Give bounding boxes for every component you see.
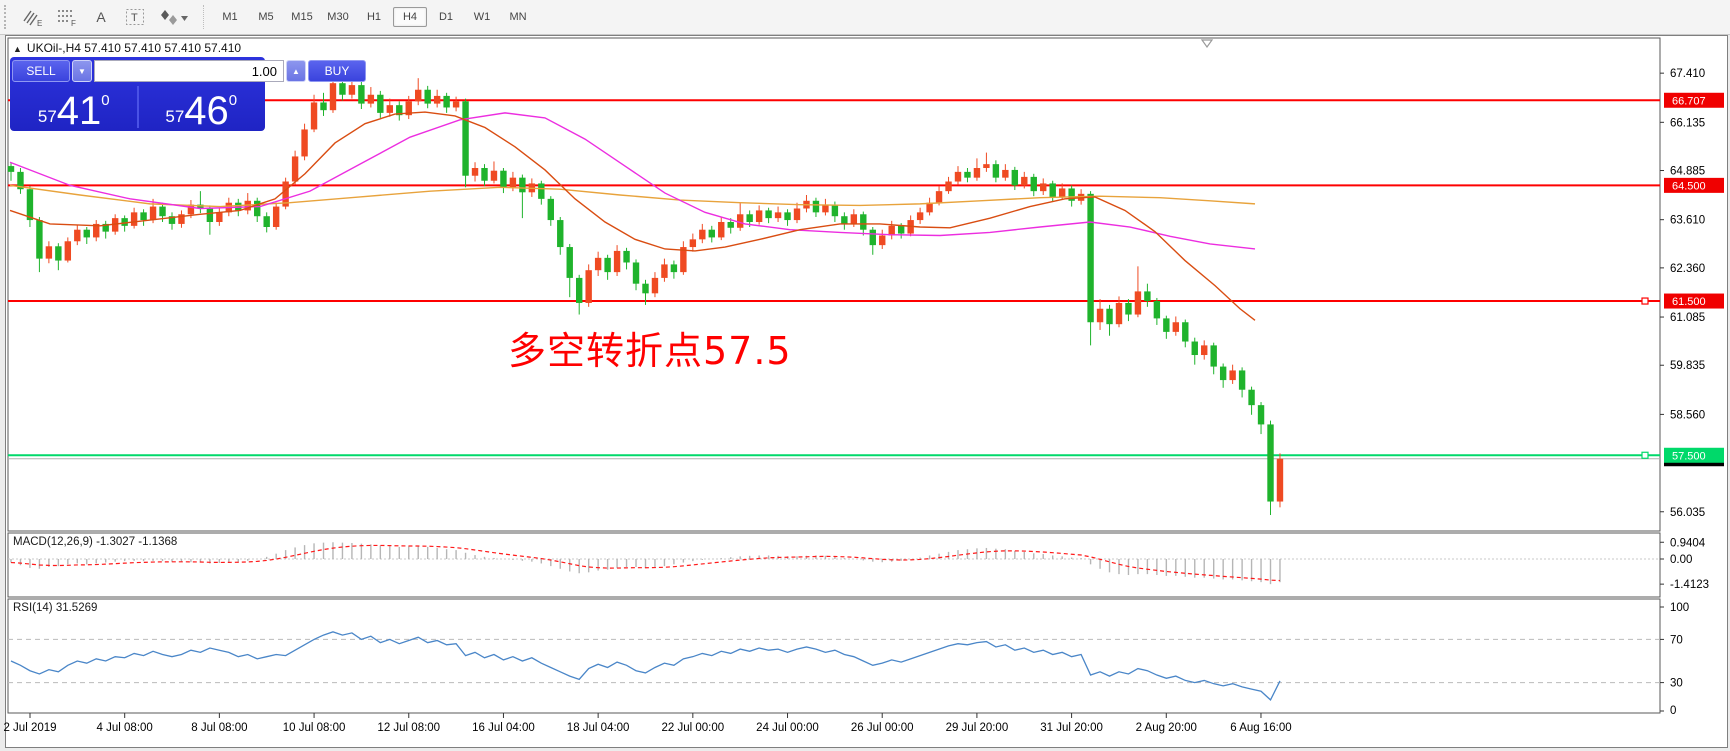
- chart-window[interactable]: [5, 35, 1728, 748]
- timeframe-button-w1[interactable]: W1: [473, 11, 491, 23]
- timeframe-button-h4[interactable]: H4: [393, 7, 427, 27]
- symbol-ohlc-text: UKOil-,H4 57.410 57.410 57.410 57.410: [26, 41, 242, 55]
- sell-price-big: 41: [56, 89, 102, 133]
- buy-price-big: 46: [184, 89, 229, 133]
- buy-price-small: 57: [165, 107, 185, 126]
- sell-button[interactable]: SELL: [12, 60, 70, 82]
- svg-text:E: E: [37, 19, 42, 27]
- volume-increase-button[interactable]: ▲: [286, 60, 306, 82]
- timeframe-button-m5[interactable]: M5: [258, 11, 274, 23]
- collapse-panel-icon[interactable]: ▲: [13, 44, 22, 54]
- buy-price-display[interactable]: 57 46 0: [140, 84, 264, 133]
- grid-dots-icon[interactable]: F: [53, 4, 81, 30]
- timeframe-button-m1[interactable]: M1: [222, 11, 238, 23]
- timeframe-button-mn[interactable]: MN: [509, 11, 527, 23]
- svg-text:F: F: [71, 19, 76, 27]
- chart-annotation-text[interactable]: 多空转折点57.5: [508, 329, 792, 373]
- sell-price-small: 57: [37, 107, 57, 126]
- svg-text:T: T: [131, 12, 138, 24]
- sell-price-display[interactable]: 57 41 0: [12, 84, 136, 133]
- indicators-hatch-icon[interactable]: E: [19, 4, 47, 30]
- text-label-icon[interactable]: A: [96, 9, 106, 25]
- sell-price-sup: 0: [101, 92, 110, 109]
- volume-decrease-button[interactable]: ▼: [72, 60, 92, 82]
- chart-symbol-title: ▲ UKOil-,H4 57.410 57.410 57.410 57.410: [13, 41, 241, 55]
- volume-input[interactable]: [94, 60, 284, 82]
- timeframe-button-m15[interactable]: M15: [291, 11, 313, 23]
- timeframe-button-d1[interactable]: D1: [438, 11, 454, 23]
- rsi-indicator-label: RSI(14) 31.5269: [13, 602, 98, 614]
- timeframe-group: M1 M5 M15 M30 H1 H4 D1 W1 MN: [212, 7, 536, 27]
- buy-price-sup: 0: [228, 92, 238, 109]
- price-divider: [136, 86, 139, 128]
- objects-arrows-icon[interactable]: [155, 4, 193, 30]
- timeframe-button-m30[interactable]: M30: [327, 11, 349, 23]
- timeframe-button-h1[interactable]: H1: [366, 11, 382, 23]
- macd-indicator-label: MACD(12,26,9) -1.3027 -1.1368: [13, 536, 178, 548]
- toolbar-separator: [203, 5, 205, 29]
- toolbar: E F A T M1 M5 M15 M30 H1 H4 D1 W1 MN: [0, 0, 1730, 35]
- buy-button[interactable]: BUY: [308, 60, 366, 82]
- text-box-icon[interactable]: T: [121, 4, 149, 30]
- toolbar-grip[interactable]: [4, 5, 10, 29]
